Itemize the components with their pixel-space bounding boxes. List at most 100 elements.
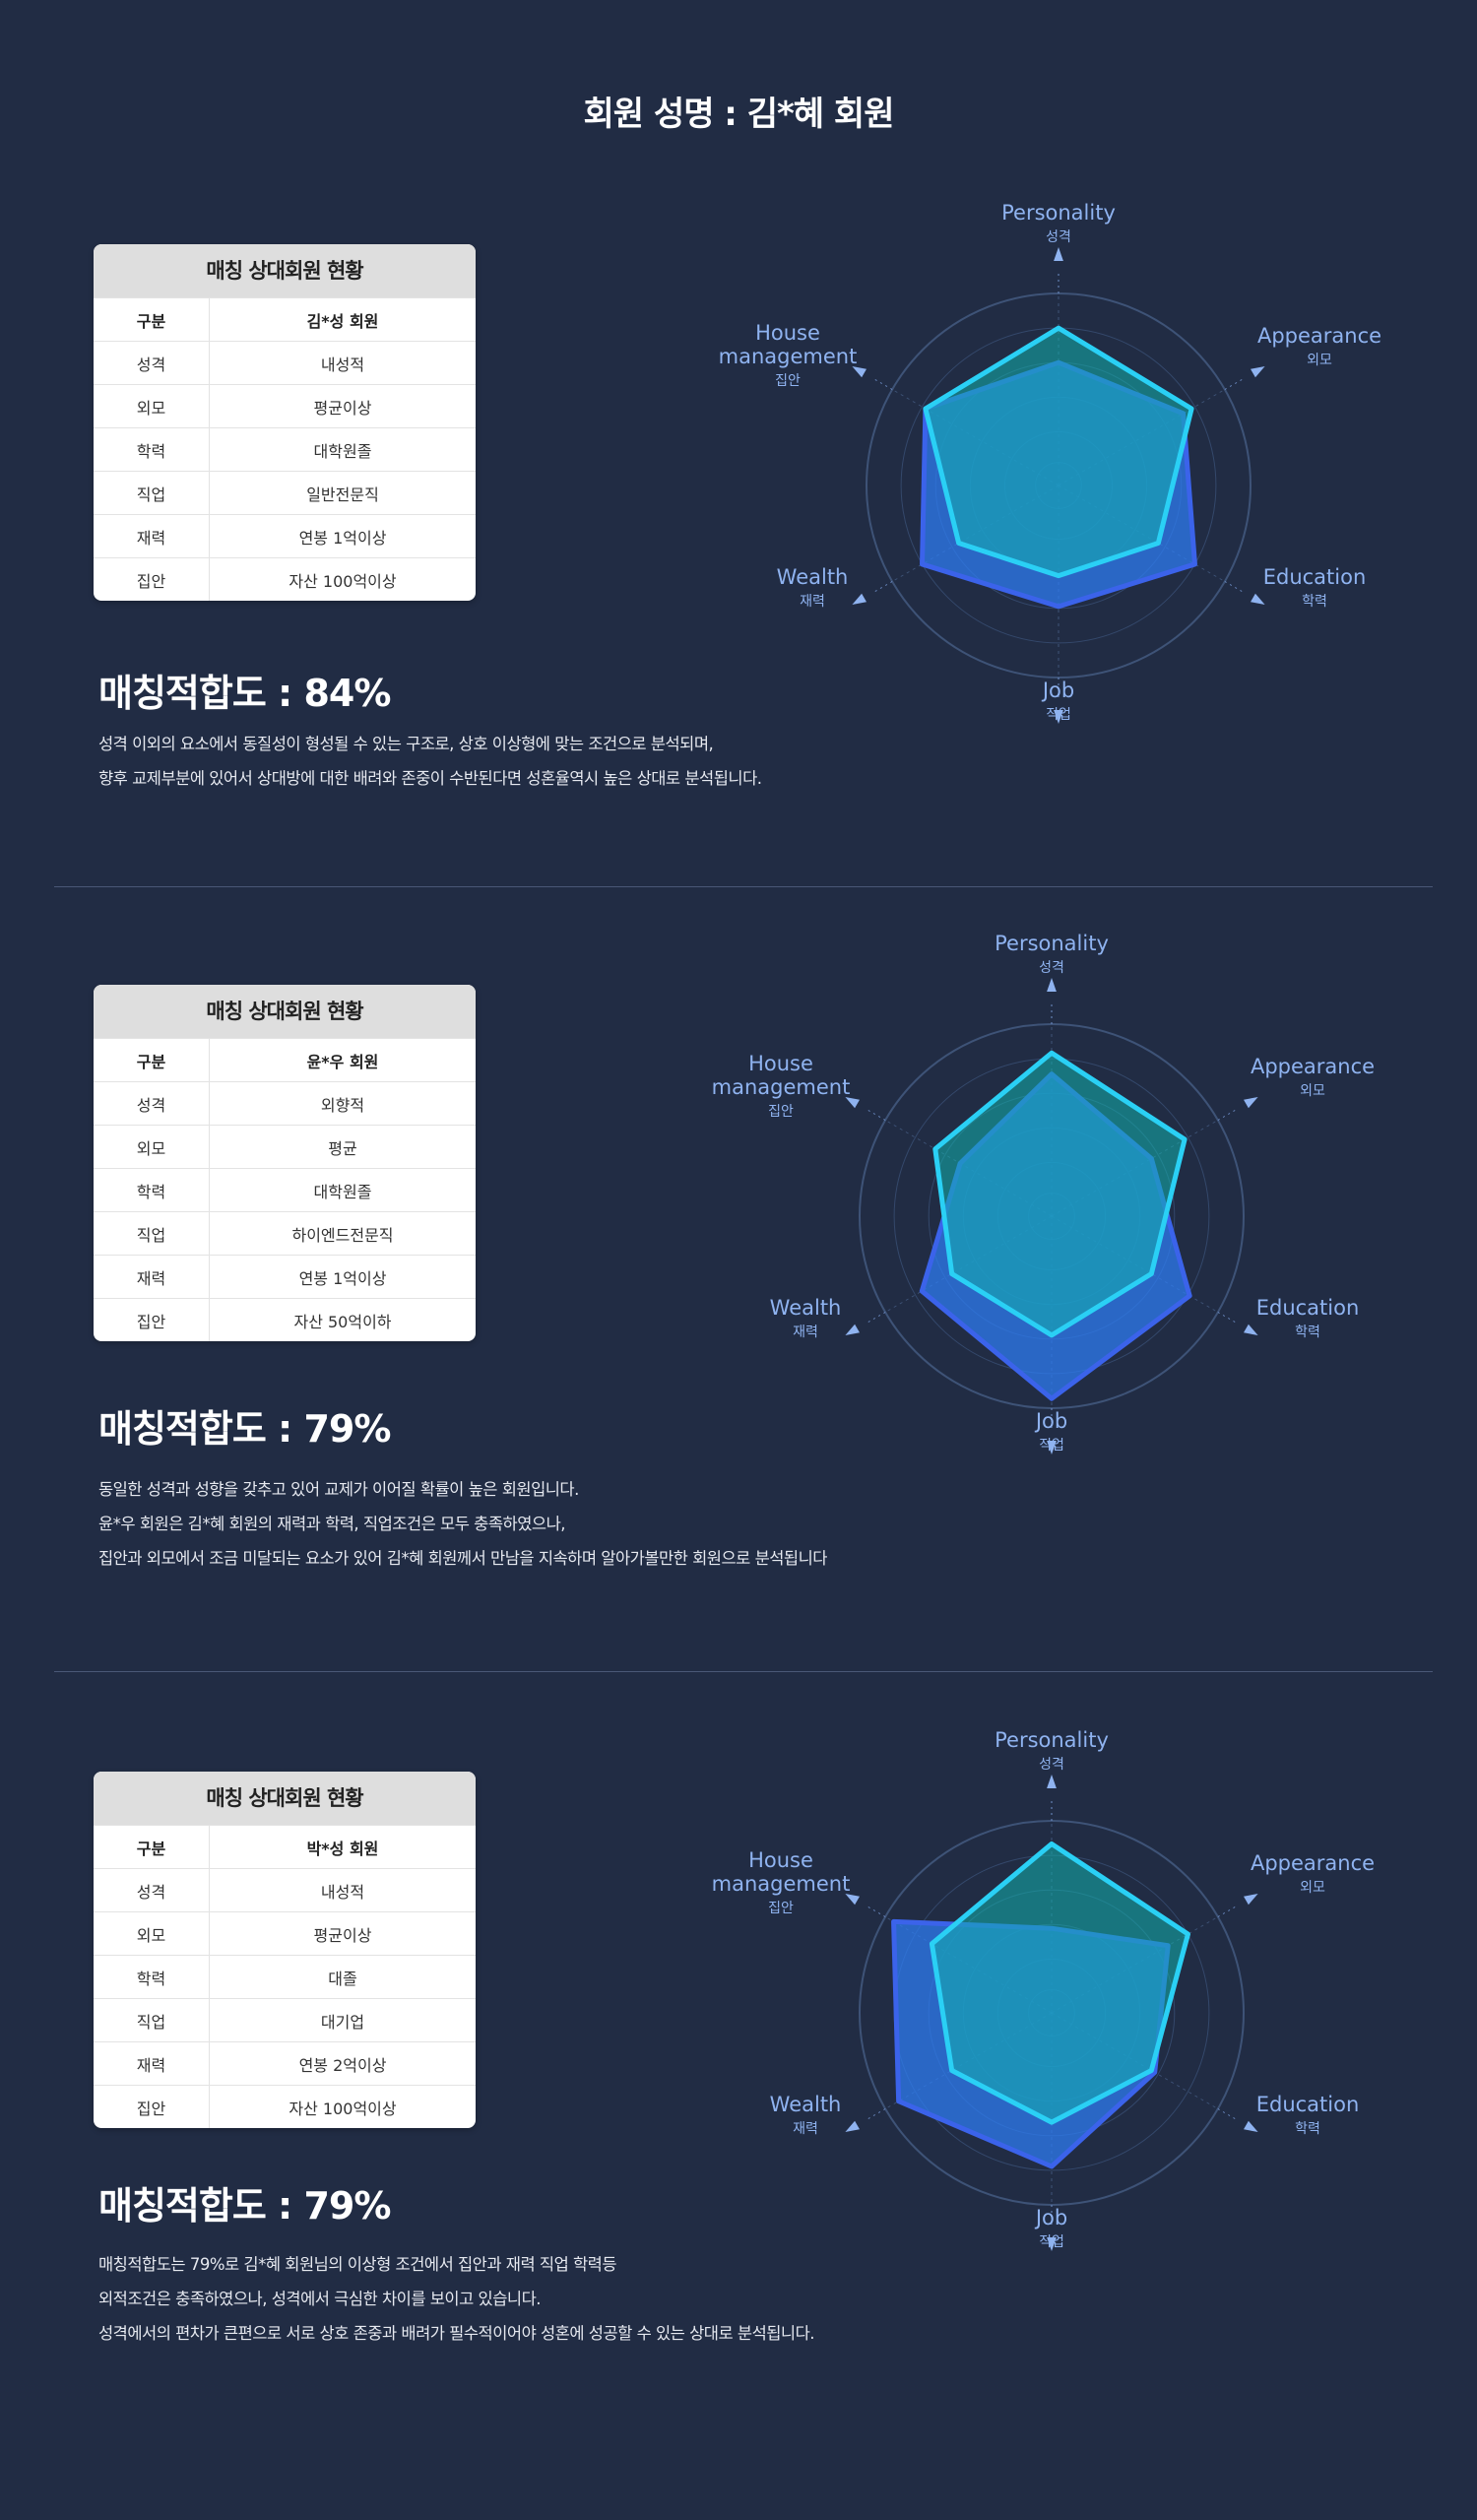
axis-label-ko: 직업 <box>1046 707 1071 723</box>
match-section: 매칭 상대회원 현황 구분 윤*우 회원 성격 외향적 외모 평균 학력 대학원졸 직… <box>0 932 1477 1733</box>
table-row: 외모 평균 <box>94 1125 476 1169</box>
row-key: 외모 <box>94 1911 210 1956</box>
axis-label-en: Appearance <box>1251 1851 1375 1875</box>
card-title: 매칭 상대회원 현황 <box>94 244 476 297</box>
row-key: 성격 <box>94 1081 210 1126</box>
match-description: 동일한 성격과 성향을 갖추고 있어 교제가 이어질 확률이 높은 회원입니다.… <box>98 1472 827 1576</box>
description-line: 윤*우 회원은 김*혜 회원의 재력과 학력, 직업조건은 모두 충족하였으나, <box>98 1515 565 1533</box>
axis-tick <box>872 378 893 390</box>
axis-label-ko: 재력 <box>793 2121 818 2137</box>
axis-label: Wealth 재력 <box>770 1296 842 1340</box>
radar-series <box>929 1841 1190 2125</box>
table-row: 집안 자산 50억이하 <box>94 1298 476 1341</box>
match-card: 매칭 상대회원 현황 구분 윤*우 회원 성격 외향적 외모 평균 학력 대학원졸 직… <box>94 985 476 1341</box>
axis-arrow-icon <box>1251 593 1265 605</box>
axis-label: Education 학력 <box>1256 2093 1360 2137</box>
row-value: 평균이상 <box>209 384 476 428</box>
row-value: 평균이상 <box>209 1911 476 1956</box>
axis-arrow-icon <box>852 366 867 378</box>
axis-arrow-icon <box>1047 978 1057 992</box>
axis-label-ko: 학력 <box>1295 2121 1320 2137</box>
row-value: 대기업 <box>209 1998 476 2042</box>
description-line: 성격 이외의 요소에서 동질성이 형성될 수 있는 구조로, 상호 이상형에 맞… <box>98 735 714 753</box>
row-value: 평균 <box>209 1125 476 1169</box>
axis-label-en: Appearance <box>1251 1055 1375 1078</box>
row-key: 외모 <box>94 1125 210 1169</box>
match-card: 매칭 상대회원 현황 구분 김*성 회원 성격 내성적 외모 평균이상 학력 대학원졸… <box>94 244 476 601</box>
row-key: 직업 <box>94 1211 210 1256</box>
table-row: 외모 평균이상 <box>94 384 476 428</box>
axis-label: Personality 성격 <box>1001 201 1116 245</box>
row-value: 외향적 <box>209 1081 476 1126</box>
match-table: 구분 김*성 회원 성격 내성적 외모 평균이상 학력 대학원졸 직업 일반전문직 재력… <box>94 297 476 601</box>
match-score: 매칭적합도 : 79% <box>98 1407 391 1451</box>
axis-label-ko: 성격 <box>1046 229 1071 245</box>
table-row: 학력 대학원졸 <box>94 1168 476 1212</box>
row-key: 직업 <box>94 1998 210 2042</box>
axis-label: Wealth 재력 <box>770 2093 842 2137</box>
axis-tick <box>1217 2108 1238 2120</box>
table-row: 재력 연봉 2억이상 <box>94 2041 476 2086</box>
row-value: 연봉 1억이상 <box>209 514 476 558</box>
row-key: 학력 <box>94 1168 210 1212</box>
page-title: 회원 성명 : 김*혜 회원 <box>583 95 895 134</box>
axis-tick <box>1224 581 1245 593</box>
axis-line <box>1058 485 1226 582</box>
card-title: 매칭 상대회원 현황 <box>94 985 476 1038</box>
axis-label: Job 직업 <box>1041 678 1074 723</box>
match-score: 매칭적합도 : 84% <box>98 672 391 715</box>
header-key: 구분 <box>94 1825 210 1869</box>
match-section: 매칭 상대회원 현황 구분 김*성 회원 성격 내성적 외모 평균이상 학력 대학원졸… <box>0 201 1477 993</box>
row-key: 집안 <box>94 1298 210 1341</box>
axis-label: Appearance 외모 <box>1257 324 1381 368</box>
partner-name: 박*성 회원 <box>209 1825 476 1869</box>
table-row: 집안 자산 100억이상 <box>94 557 476 601</box>
match-table: 구분 윤*우 회원 성격 외향적 외모 평균 학력 대학원졸 직업 하이엔드전문직 재력… <box>94 1038 476 1341</box>
axis-label-ko: 재력 <box>793 1325 818 1340</box>
axis-label-ko: 외모 <box>1307 353 1332 368</box>
axis-line <box>884 1215 1053 1313</box>
axis-label-en: Personality <box>995 1728 1109 1752</box>
table-row: 직업 대기업 <box>94 1998 476 2042</box>
axis-label: Personality 성격 <box>995 932 1109 976</box>
axis-label: Appearance 외모 <box>1251 1055 1375 1099</box>
axis-arrow-icon <box>1244 1324 1258 1335</box>
axis-label-en: management <box>719 345 858 368</box>
axis-label-en: Personality <box>1001 201 1116 225</box>
row-value: 자산 50억이하 <box>209 1298 476 1341</box>
axis-arrow-icon <box>852 593 867 605</box>
row-key: 재력 <box>94 514 210 558</box>
axis-tick <box>866 1906 886 1917</box>
table-row: 외모 평균이상 <box>94 1911 476 1956</box>
row-value: 일반전문직 <box>209 471 476 515</box>
axis-label-ko: 직업 <box>1039 2234 1064 2250</box>
radar-chart: Personality 성격 Appearance 외모 Education 학력 Job 직… <box>712 1728 1375 2251</box>
axis-arrow-icon <box>1047 2237 1057 2251</box>
axis-label-en: Education <box>1263 565 1367 589</box>
axis-label-en: Wealth <box>777 565 849 589</box>
row-value: 내성적 <box>209 341 476 385</box>
axis-label-en: Job <box>1041 678 1074 702</box>
table-row: 집안 자산 100억이상 <box>94 2085 476 2128</box>
axis-label-en: House <box>748 1848 813 1872</box>
row-key: 재력 <box>94 2041 210 2086</box>
description-line: 외적조건은 충족하였으나, 성격에서 극심한 차이를 보이고 있습니다. <box>98 2290 542 2308</box>
row-key: 학력 <box>94 427 210 472</box>
axis-arrow-icon <box>845 1324 860 1335</box>
row-key: 집안 <box>94 557 210 601</box>
axis-line <box>891 389 1060 486</box>
radar-chart: Personality 성격 Appearance 외모 Education 학력 Job 직… <box>712 932 1375 1454</box>
axis-tick <box>866 1109 886 1121</box>
row-value: 자산 100억이상 <box>209 2085 476 2128</box>
row-value: 내성적 <box>209 1868 476 1912</box>
axis-label-ko: 외모 <box>1300 1083 1325 1099</box>
table-header-row: 구분 윤*우 회원 <box>94 1038 476 1082</box>
axis-arrow-icon <box>1244 1894 1258 1906</box>
axis-label-en: Personality <box>995 932 1109 955</box>
row-value: 연봉 2억이상 <box>209 2041 476 2086</box>
row-key: 학력 <box>94 1955 210 1999</box>
axis-label: Wealth 재력 <box>777 565 849 610</box>
match-card: 매칭 상대회원 현황 구분 박*성 회원 성격 내성적 외모 평균이상 학력 대졸 직… <box>94 1772 476 2128</box>
